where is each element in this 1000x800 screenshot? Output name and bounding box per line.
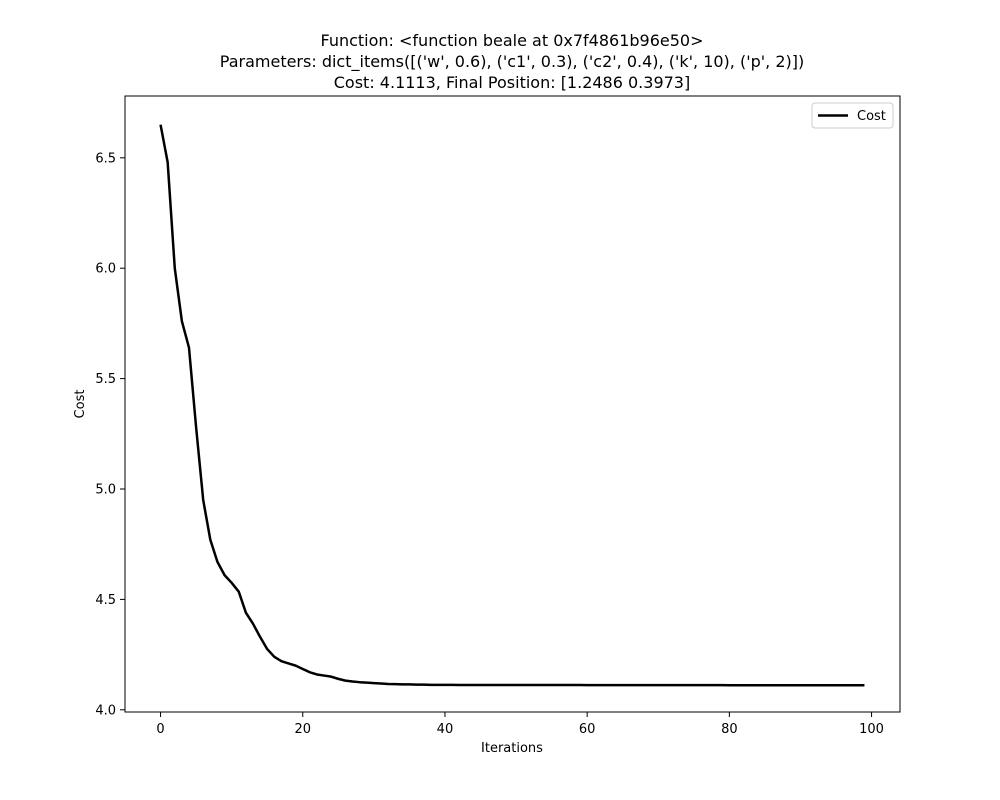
y-tick-label: 5.0 <box>95 483 116 498</box>
legend-label-cost: Cost <box>857 109 886 124</box>
title-line-cost: Cost: 4.1113, Final Position: [1.2486 0.… <box>334 73 690 92</box>
series-line-cost <box>159 124 865 687</box>
x-axis-ticks: 0 20 40 60 80 100 <box>156 712 884 737</box>
x-tick-label: 60 <box>579 722 596 737</box>
x-tick-label: 20 <box>294 722 311 737</box>
y-tick-label: 6.5 <box>95 151 116 166</box>
plot-frame <box>124 95 901 713</box>
y-axis-ticks: 4.0 4.5 5.0 5.5 6.0 6.5 <box>95 151 125 718</box>
x-tick-label: 100 <box>859 722 884 737</box>
y-tick-label: 5.5 <box>95 372 116 387</box>
y-tick-label: 4.5 <box>95 593 116 608</box>
y-axis-label: Cost <box>73 390 88 419</box>
x-tick-label: 80 <box>721 722 738 737</box>
x-tick-label: 40 <box>437 722 454 737</box>
y-tick-label: 6.0 <box>95 262 116 277</box>
plot-area: 0 20 40 60 80 100 4.0 4.5 5.0 5.5 6.0 6.5 <box>95 95 901 737</box>
x-axis-label: Iterations <box>481 741 543 756</box>
y-tick-label: 4.0 <box>95 703 116 718</box>
x-tick-label: 0 <box>156 722 164 737</box>
series-layer <box>159 124 865 687</box>
chart-title: Function: <function beale at 0x7f4861b96… <box>220 31 804 92</box>
title-line-function: Function: <function beale at 0x7f4861b96… <box>320 31 703 50</box>
title-line-parameters: Parameters: dict_items([('w', 0.6), ('c1… <box>220 52 804 72</box>
legend-box <box>811 102 894 129</box>
legend: Cost <box>811 102 894 129</box>
